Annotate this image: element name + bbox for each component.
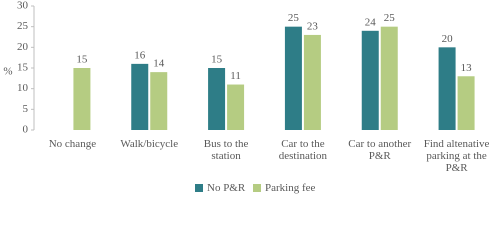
bar <box>438 47 456 131</box>
x-tick-label: Car to another P&R <box>348 138 412 162</box>
bar <box>131 63 149 130</box>
bar <box>380 26 398 131</box>
x-tick-label: Car to the destination <box>278 138 328 162</box>
data-label: 13 <box>461 62 473 74</box>
bar <box>227 84 245 130</box>
legend-swatch <box>253 184 261 192</box>
data-label: 15 <box>76 54 88 66</box>
y-tick-label: 30 <box>17 0 29 12</box>
y-tick-label: 0 <box>23 124 29 136</box>
data-label: 24 <box>365 16 377 28</box>
bar <box>208 68 226 130</box>
bar <box>284 26 302 131</box>
x-tick-label: Find altenative parking at the P&R <box>423 138 490 174</box>
x-tick-label: Bus to the station <box>203 138 249 162</box>
y-tick-label: 5 <box>23 103 29 115</box>
y-tick-label: 25 <box>17 20 29 32</box>
legend-item: No P&R <box>195 182 245 194</box>
y-axis-label: % <box>3 66 12 78</box>
data-label: 25 <box>288 12 300 24</box>
data-label: 16 <box>134 49 146 61</box>
data-label: 20 <box>442 33 454 45</box>
y-tick-label: 10 <box>17 82 29 94</box>
y-tick-label: 20 <box>17 41 29 53</box>
plot: % 0 5 10 15 20 25 30 15 16 14 15 11 25 23 24 25 20 13 <box>3 0 475 136</box>
bar <box>73 68 91 130</box>
data-label: 15 <box>211 54 223 66</box>
data-label: 14 <box>153 58 165 70</box>
legend-label: Parking fee <box>265 182 316 194</box>
bar <box>150 72 168 130</box>
y-tick-label: 15 <box>17 62 29 74</box>
bar <box>457 76 475 130</box>
bar <box>303 34 321 130</box>
x-tick-label: No change <box>48 138 97 150</box>
data-label: 23 <box>307 20 319 32</box>
legend-item: Parking fee <box>253 182 315 194</box>
data-label: 11 <box>230 70 241 82</box>
data-label: 25 <box>384 12 396 24</box>
chart: % 0 5 10 15 20 25 30 15 16 14 15 11 25 23 24 25 20 13 No … <box>3 0 490 194</box>
legend-label: No P&R <box>207 182 246 194</box>
x-tick-label: Walk/bicycle <box>120 138 179 150</box>
bar <box>361 30 379 130</box>
legend-swatch <box>195 184 203 192</box>
